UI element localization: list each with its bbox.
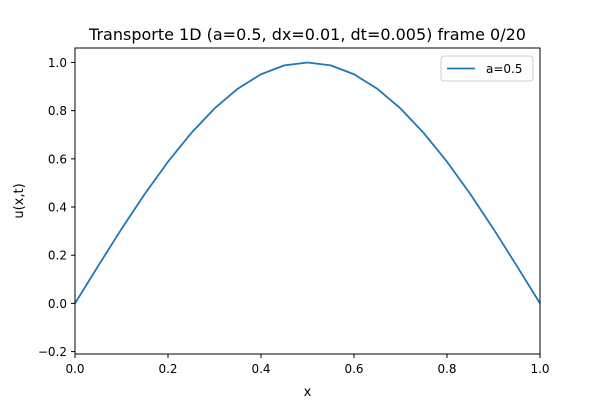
chart-title: Transporte 1D (a=0.5, dx=0.01, dt=0.005)… [88,25,526,44]
legend-label-0: a=0.5 [486,62,523,76]
x-tick-label: 0.4 [251,362,270,376]
y-tick-label: 0.4 [48,201,67,215]
y-axis-label: u(x,t) [12,183,27,218]
x-tick-label: 0.0 [65,362,84,376]
x-tick-label: 0.8 [437,362,456,376]
plot-area [74,61,541,304]
y-tick-label: 0.2 [48,249,67,263]
y-axis: −0.2 0.0 0.2 0.4 0.6 0.8 1.0 [38,56,75,359]
x-axis-label: x [304,385,312,400]
x-tick-label: 0.2 [158,362,177,376]
y-tick-label: 0.0 [48,297,67,311]
x-tick-label: 0.6 [344,362,363,376]
legend: a=0.5 [440,55,534,82]
y-tick-label: 0.8 [48,104,67,118]
y-tick-label: 0.6 [48,152,67,166]
x-tick-label: 1.0 [530,362,549,376]
x-axis: 0.0 0.2 0.4 0.6 0.8 1.0 [65,354,550,376]
y-tick-label: −0.2 [38,345,67,359]
legend-box [440,55,534,82]
y-tick-label: 1.0 [48,56,67,70]
series-line-0 [74,61,541,304]
axes-frame [74,47,541,355]
